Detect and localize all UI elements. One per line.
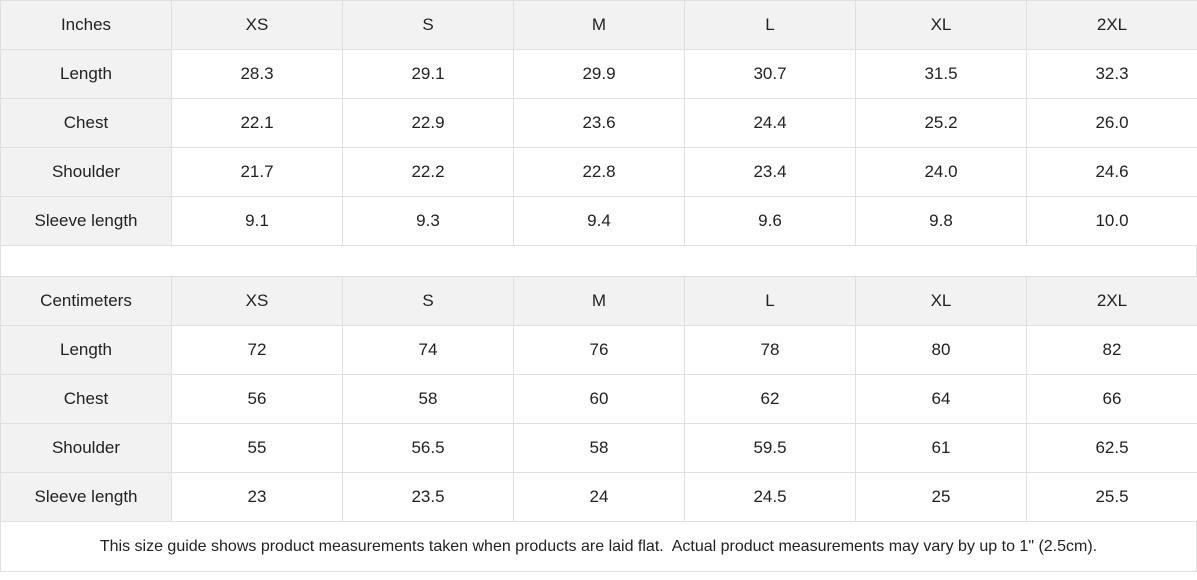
header-cell: XL [855, 0, 1027, 50]
measurement-cell: 23.5 [342, 472, 514, 522]
measurement-cell: 58 [513, 423, 685, 473]
measurement-cell: 60 [513, 374, 685, 424]
measurement-cell: 23 [171, 472, 343, 522]
header-cell: XS [171, 276, 343, 326]
footer-note: This size guide shows product measuremen… [0, 522, 1197, 572]
measurement-cell: 22.2 [342, 147, 514, 197]
measurement-cell: 9.1 [171, 196, 343, 246]
measurement-cell: 23.4 [684, 147, 856, 197]
measurement-cell: 62 [684, 374, 856, 424]
data-row: Sleeve length 9.1 9.3 9.4 9.6 9.8 10.0 [0, 196, 1197, 246]
measurement-cell: 55 [171, 423, 343, 473]
measurement-cell: 58 [342, 374, 514, 424]
measurement-cell: 24.4 [684, 98, 856, 148]
measurement-cell: 9.6 [684, 196, 856, 246]
row-label: Length [0, 325, 172, 375]
measurement-cell: 56.5 [342, 423, 514, 473]
measurement-cell: 24.0 [855, 147, 1027, 197]
header-row: Inches XS S M L XL 2XL [0, 0, 1197, 50]
measurement-cell: 9.4 [513, 196, 685, 246]
header-cell: M [513, 0, 685, 50]
spacer [0, 246, 1197, 276]
measurement-cell: 29.1 [342, 49, 514, 99]
measurement-cell: 30.7 [684, 49, 856, 99]
header-cell: XS [171, 0, 343, 50]
measurement-cell: 64 [855, 374, 1027, 424]
measurement-cell: 26.0 [1026, 98, 1197, 148]
measurement-cell: 31.5 [855, 49, 1027, 99]
measurement-cell: 82 [1026, 325, 1197, 375]
header-cell: Centimeters [0, 276, 172, 326]
header-cell: S [342, 276, 514, 326]
measurement-cell: 21.7 [171, 147, 343, 197]
measurement-cell: 24.6 [1026, 147, 1197, 197]
measurement-cell: 78 [684, 325, 856, 375]
data-row: Length 72 74 76 78 80 82 [0, 325, 1197, 375]
row-label: Sleeve length [0, 472, 172, 522]
measurement-cell: 25 [855, 472, 1027, 522]
centimeters-table-wrap: Centimeters XS S M L XL 2XL Length 72 74 76 78 80 82 C… [0, 276, 1197, 522]
measurement-cell: 22.9 [342, 98, 514, 148]
size-table: Inches XS S M L XL 2XL Length 28.3 29.1 29.9 30.7 31… [0, 0, 1197, 246]
header-cell: S [342, 0, 514, 50]
row-label: Sleeve length [0, 196, 172, 246]
header-cell: Inches [0, 0, 172, 50]
inches-table-wrap: Inches XS S M L XL 2XL Length 28.3 29.1 29.9 30.7 31… [0, 0, 1197, 246]
measurement-cell: 23.6 [513, 98, 685, 148]
measurement-cell: 22.8 [513, 147, 685, 197]
row-label: Shoulder [0, 147, 172, 197]
header-cell: 2XL [1026, 0, 1197, 50]
measurement-cell: 25.2 [855, 98, 1027, 148]
measurement-cell: 9.8 [855, 196, 1027, 246]
measurement-cell: 59.5 [684, 423, 856, 473]
measurement-cell: 28.3 [171, 49, 343, 99]
measurement-cell: 24.5 [684, 472, 856, 522]
measurement-cell: 56 [171, 374, 343, 424]
header-cell: L [684, 0, 856, 50]
data-row: Chest 22.1 22.9 23.6 24.4 25.2 26.0 [0, 98, 1197, 148]
measurement-cell: 24 [513, 472, 685, 522]
row-label: Chest [0, 374, 172, 424]
measurement-cell: 9.3 [342, 196, 514, 246]
measurement-cell: 62.5 [1026, 423, 1197, 473]
row-label: Shoulder [0, 423, 172, 473]
measurement-cell: 10.0 [1026, 196, 1197, 246]
measurement-cell: 25.5 [1026, 472, 1197, 522]
header-cell: M [513, 276, 685, 326]
size-table: Centimeters XS S M L XL 2XL Length 72 74 76 78 80 82 C… [0, 276, 1197, 522]
data-row: Shoulder 21.7 22.2 22.8 23.4 24.0 24.6 [0, 147, 1197, 197]
measurement-cell: 72 [171, 325, 343, 375]
data-row: Sleeve length 23 23.5 24 24.5 25 25.5 [0, 472, 1197, 522]
measurement-cell: 74 [342, 325, 514, 375]
measurement-cell: 29.9 [513, 49, 685, 99]
header-cell: L [684, 276, 856, 326]
measurement-cell: 76 [513, 325, 685, 375]
data-row: Shoulder 55 56.5 58 59.5 61 62.5 [0, 423, 1197, 473]
header-cell: 2XL [1026, 276, 1197, 326]
row-label: Length [0, 49, 172, 99]
measurement-cell: 22.1 [171, 98, 343, 148]
header-cell: XL [855, 276, 1027, 326]
data-row: Chest 56 58 60 62 64 66 [0, 374, 1197, 424]
row-label: Chest [0, 98, 172, 148]
header-row: Centimeters XS S M L XL 2XL [0, 276, 1197, 326]
measurement-cell: 80 [855, 325, 1027, 375]
data-row: Length 28.3 29.1 29.9 30.7 31.5 32.3 [0, 49, 1197, 99]
measurement-cell: 32.3 [1026, 49, 1197, 99]
measurement-cell: 66 [1026, 374, 1197, 424]
measurement-cell: 61 [855, 423, 1027, 473]
